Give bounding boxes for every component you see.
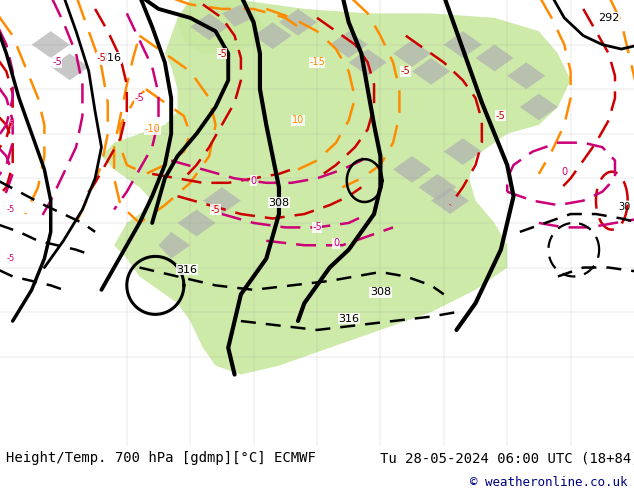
Polygon shape [203,187,241,214]
Text: 316: 316 [338,314,359,324]
Polygon shape [190,13,228,40]
Text: -5: -5 [96,53,107,63]
Polygon shape [51,53,89,80]
Text: -5: -5 [312,222,322,232]
Text: -5: -5 [217,49,227,58]
Polygon shape [418,174,456,201]
Text: -15: -15 [309,57,325,68]
Text: -5: -5 [210,204,221,215]
Polygon shape [32,31,70,58]
Text: 316: 316 [176,265,198,275]
Text: -5: -5 [52,57,62,68]
Text: -5: -5 [134,93,145,103]
Polygon shape [178,210,216,236]
Polygon shape [444,31,482,58]
Polygon shape [476,45,514,72]
Text: -5: -5 [6,121,15,129]
Polygon shape [444,138,482,165]
Text: Height/Temp. 700 hPa [gdmp][°C] ECMWF: Height/Temp. 700 hPa [gdmp][°C] ECMWF [6,451,316,465]
Polygon shape [412,58,450,85]
Polygon shape [101,0,571,374]
Polygon shape [178,0,266,53]
Text: 0: 0 [250,175,257,186]
Polygon shape [393,156,431,183]
Text: 0: 0 [333,238,339,248]
Polygon shape [222,4,254,27]
Text: -5: -5 [401,66,411,76]
Polygon shape [279,9,317,36]
Text: © weatheronline.co.uk: © weatheronline.co.uk [470,476,628,489]
Text: 10: 10 [292,115,304,125]
Polygon shape [349,49,387,76]
Polygon shape [393,40,431,67]
Polygon shape [254,22,292,49]
Text: -5: -5 [6,254,15,263]
Text: 30: 30 [619,202,631,212]
Text: 308: 308 [268,198,290,208]
Text: 292: 292 [598,13,619,23]
Polygon shape [520,94,558,121]
Text: -5: -5 [496,111,506,121]
Polygon shape [330,31,368,58]
Polygon shape [158,232,190,259]
Text: 316: 316 [100,53,122,63]
Polygon shape [507,62,545,89]
Polygon shape [431,187,469,214]
Text: -5: -5 [6,205,15,214]
Text: 308: 308 [370,287,391,297]
Text: Tu 28-05-2024 06:00 UTC (18+84): Tu 28-05-2024 06:00 UTC (18+84) [380,451,634,465]
Text: 0: 0 [561,167,567,177]
Text: -10: -10 [145,124,160,134]
